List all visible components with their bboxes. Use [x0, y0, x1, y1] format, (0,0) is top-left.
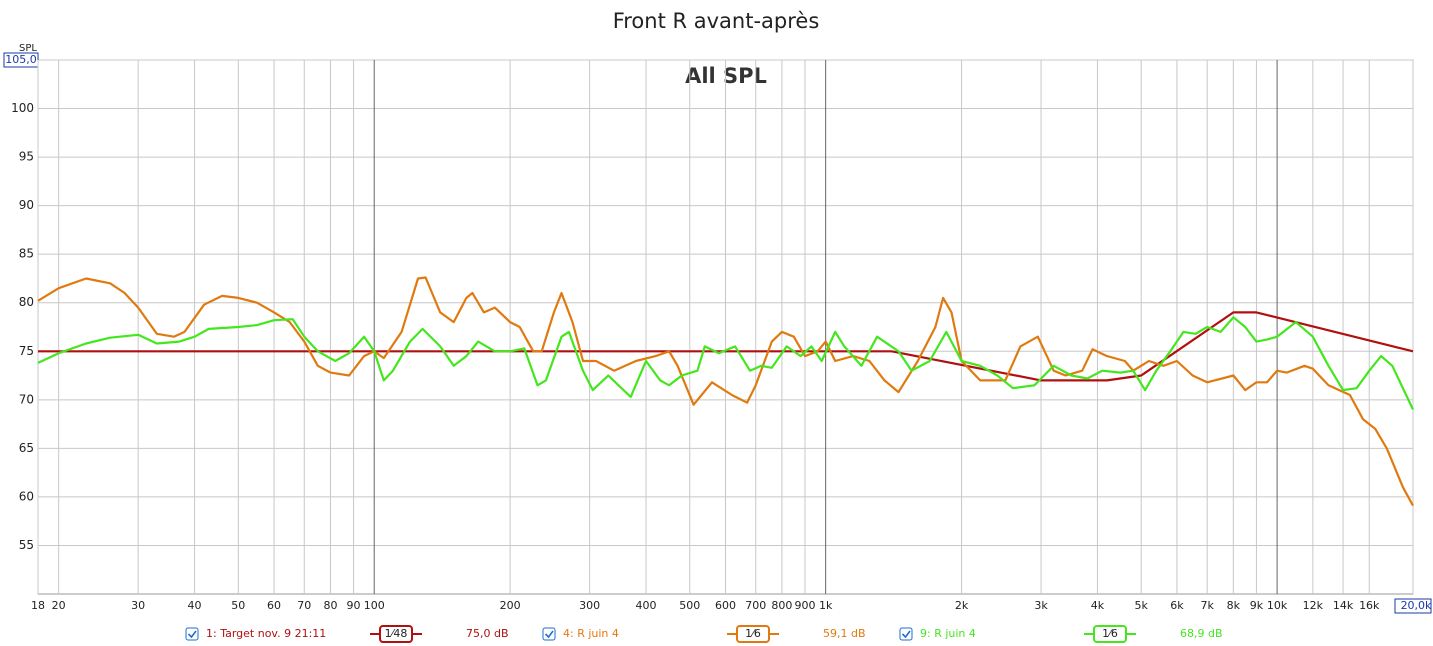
x-tick-label: 9k — [1250, 599, 1264, 612]
series-line — [37, 316, 1414, 410]
y-tick-label: 85 — [19, 247, 34, 261]
legend-checkbox[interactable] — [899, 627, 913, 641]
series-line — [38, 311, 1414, 382]
x-tick-label: 20,0k — [1401, 599, 1432, 612]
smoothing-button[interactable] — [736, 625, 770, 643]
y-axis-label: SPL — [19, 43, 37, 54]
y-tick-label: 95 — [19, 150, 34, 164]
y-tick-label: 60 — [19, 489, 34, 503]
x-tick-label: 7k — [1200, 599, 1214, 612]
smoothing-label: 1⁄6 — [1102, 627, 1118, 640]
x-tick-label: 8k — [1227, 599, 1241, 612]
x-tick-label: 18 — [31, 599, 45, 612]
legend-level: 75,0 dB — [466, 627, 509, 640]
chart-title: Front R avant-après — [613, 9, 820, 33]
y-tick-label: 90 — [19, 198, 34, 212]
legend-label: 1: Target nov. 9 21:11 — [206, 627, 326, 640]
x-tick-label: 6k — [1170, 599, 1184, 612]
x-tick-label: 10k — [1267, 599, 1288, 612]
y-tick-label: 55 — [19, 538, 34, 552]
x-tick-label: 200 — [500, 599, 521, 612]
x-tick-label: 4k — [1091, 599, 1105, 612]
legend-check — [544, 630, 554, 639]
y-tick-label: 80 — [19, 295, 34, 309]
x-tick-label: 5k — [1135, 599, 1149, 612]
x-tick-label: 600 — [715, 599, 736, 612]
y-tick-label: 75 — [19, 344, 34, 358]
x-tick-label: 2k — [955, 599, 969, 612]
smoothing-label: 1⁄6 — [745, 627, 761, 640]
x-tick-label: 90 — [347, 599, 361, 612]
y-tick-label: 105,0 — [5, 53, 37, 66]
smoothing-button[interactable] — [1093, 625, 1127, 643]
y-tick-label: 70 — [19, 392, 34, 406]
x-tick-label: 50 — [231, 599, 245, 612]
legend-checkbox[interactable] — [542, 627, 556, 641]
x-tick-label: 12k — [1303, 599, 1324, 612]
x-tick-label: 800 — [771, 599, 792, 612]
x-tick-label: 100 — [364, 599, 385, 612]
legend-check — [901, 630, 911, 639]
x-tick-label: 40 — [188, 599, 202, 612]
x-tick-label: 700 — [745, 599, 766, 612]
legend-label: 9: R juin 4 — [920, 627, 976, 640]
legend-checkbox[interactable] — [185, 627, 199, 641]
x-tick-label: 30 — [131, 599, 145, 612]
x-tick-label: 500 — [679, 599, 700, 612]
legend-label: 4: R juin 4 — [563, 627, 619, 640]
series-line — [37, 276, 1414, 507]
x-tick-label: 20 — [52, 599, 66, 612]
legend-check — [187, 630, 197, 639]
x-tick-label: 16k — [1359, 599, 1380, 612]
legend-level: 59,1 dB — [823, 627, 866, 640]
x-tick-label: 14k — [1333, 599, 1354, 612]
x-tick-label: 900 — [794, 599, 815, 612]
smoothing-label: 1⁄48 — [385, 627, 408, 640]
y-tick-label: 100 — [11, 101, 34, 115]
x-tick-label: 60 — [267, 599, 281, 612]
x-tick-label: 3k — [1034, 599, 1048, 612]
x-tick-label: 300 — [579, 599, 600, 612]
x-tick-label: 400 — [636, 599, 657, 612]
smoothing-button[interactable] — [379, 625, 413, 643]
x-tick-label: 1k — [819, 599, 833, 612]
y-tick-label: 65 — [19, 441, 34, 455]
x-tick-box — [1394, 598, 1432, 614]
x-tick-label: 70 — [297, 599, 311, 612]
x-tick-label: 80 — [323, 599, 337, 612]
legend-level: 68,9 dB — [1180, 627, 1223, 640]
